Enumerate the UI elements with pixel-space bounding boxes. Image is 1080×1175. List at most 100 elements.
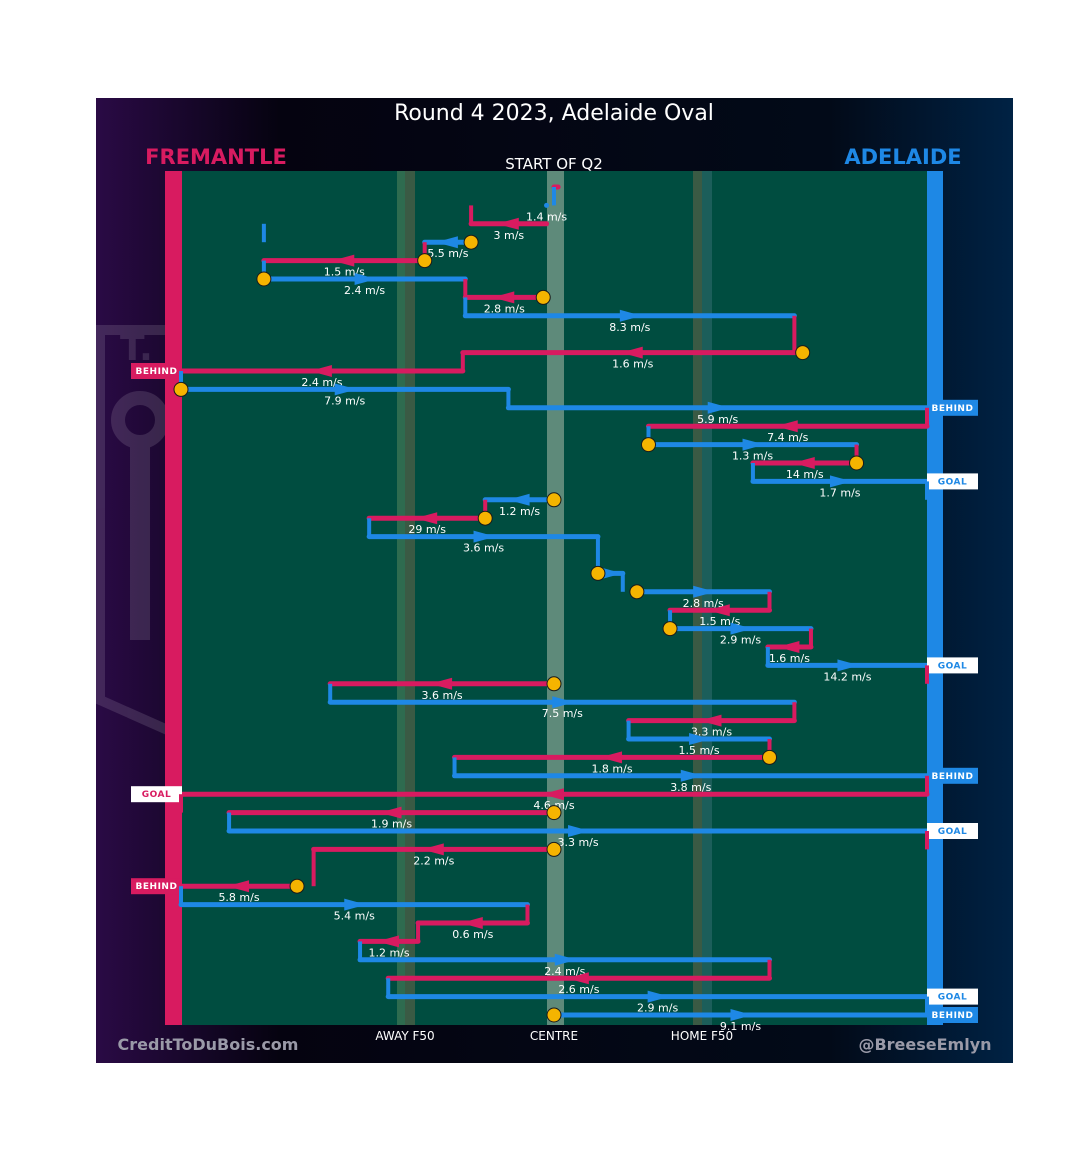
speed-label: 2.8 m/s [484,302,525,315]
possession-marker [640,437,656,453]
direction-arrow [730,622,753,635]
direction-arrow [496,217,519,230]
possession-marker [546,1007,562,1023]
result-tag: GOAL [938,827,968,837]
speed-label: 3.3 m/s [691,726,732,739]
possession-marker [546,805,562,821]
possession-marker [762,749,778,765]
possession-marker [849,455,865,471]
direction-arrow [837,659,860,672]
direction-arrow [707,604,730,617]
speed-label: 1.9 m/s [371,818,412,831]
team-label-right: ADELAIDE [844,145,961,169]
direction-arrow [421,843,444,856]
direction-arrow [730,1009,753,1021]
speed-label: 3.8 m/s [670,781,711,794]
speed-label: 8.3 m/s [609,321,650,334]
direction-arrow [332,254,355,267]
direction-arrow [554,953,577,966]
result-tag: GOAL [938,661,968,671]
direction-arrow [542,788,564,801]
speed-label: 5.4 m/s [334,910,375,923]
direction-arrow [492,291,515,304]
direction-arrow [647,990,670,1003]
adelaide-goal-bar [927,171,943,1025]
speed-label: 0.6 m/s [452,928,493,941]
direction-arrow [707,401,730,414]
direction-arrow [354,273,377,285]
direction-arrow [600,567,623,580]
speed-label: 5.5 m/s [427,247,468,260]
away-f50-line-2 [405,171,415,1025]
possession-marker [417,253,433,269]
possession-marker [590,565,606,581]
possession-marker [173,381,189,397]
direction-arrow [680,769,703,782]
direction-arrow [600,751,623,764]
possession-marker [546,492,562,508]
result-tag: BEHIND [136,367,178,377]
possession-marker [535,289,551,305]
direction-arrow [377,935,400,948]
result-tag-box [927,657,978,674]
speed-label: 3.3 m/s [557,836,598,849]
possession-marker [463,234,479,250]
speed-label: 1.5 m/s [699,615,740,628]
result-tag-box [131,786,182,803]
speed-label: 1.5 m/s [678,744,719,757]
direction-arrow [430,677,453,690]
direction-arrow [415,512,438,525]
speed-label: 1.6 m/s [769,652,810,665]
speed-label: 2.2 m/s [413,854,454,867]
speed-label: 7.9 m/s [324,394,365,407]
possession-marker [629,584,645,600]
chart-title: Round 4 2023, Adelaide Oval [394,101,714,126]
speed-label: 1.4 m/s [526,210,567,223]
chart-subtitle: START OF Q2 [505,155,603,173]
speed-label: 7.5 m/s [542,707,583,720]
possession-marker [795,345,811,361]
possession-marker [662,621,678,637]
speed-label: 2.6 m/s [558,983,599,996]
result-tag: BEHIND [932,404,974,414]
direction-arrow [689,733,712,745]
possession-marker [289,878,305,894]
direction-arrow [379,806,402,819]
result-tag: GOAL [938,477,968,487]
result-tag-box [927,473,978,490]
result-tag-box [927,767,978,784]
result-tag-box [927,823,978,839]
result-tag: BEHIND [932,772,974,782]
speed-label: 3.6 m/s [463,542,504,555]
result-tag: BEHIND [136,882,178,892]
direction-arrow [619,309,642,322]
result-tag-box [927,1007,978,1023]
speed-label: 14 m/s [786,468,824,481]
direction-arrow [309,365,332,377]
direction-arrow [334,383,357,396]
possession-marker [546,841,562,857]
direction-arrow [227,880,250,893]
direction-arrow [620,346,643,359]
direction-arrow [473,530,496,543]
speed-label: 7.4 m/s [767,431,808,444]
result-tag-box [927,399,978,416]
speed-label: 14.2 m/s [823,670,871,683]
x-tick-label-centre: CENTRE [530,1029,578,1043]
result-tag-box [131,878,182,895]
direction-arrow [552,696,575,709]
credit-left: CreditToDuBois.com [118,1035,299,1054]
speed-label: 5.8 m/s [218,891,259,904]
direction-arrow [777,641,800,653]
direction-arrow [693,585,716,598]
result-tag-box [131,363,182,379]
speed-label: 3.6 m/s [422,689,463,702]
speed-label: 29 m/s [408,523,446,536]
away-f50-line [397,171,405,1025]
x-tick-label-away-f50: AWAY F50 [375,1029,434,1043]
direction-arrow [792,457,815,469]
result-tag: BEHIND [932,1011,974,1021]
credit-right: @BreeseEmlyn [858,1035,991,1054]
home-f50-line-2 [702,171,712,1025]
